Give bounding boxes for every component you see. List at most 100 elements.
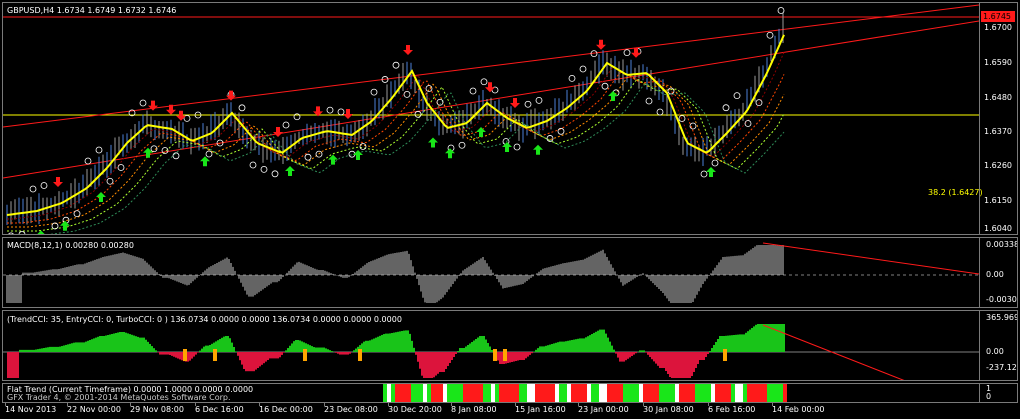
cci-bar [611, 345, 613, 352]
cci-bar [441, 352, 443, 372]
cci-bar [25, 349, 27, 352]
price-chart-pane[interactable]: GBPUSD,H4 1.6734 1.6749 1.6732 1.6746 38… [2, 2, 1018, 235]
cci-bar [187, 352, 189, 362]
flat-trend-bar [671, 384, 675, 402]
cci-bar [419, 352, 421, 369]
time-label: 22 Nov 00:00 [67, 405, 121, 414]
cci-bar [289, 345, 291, 352]
price-scale-label: 1.6480 [984, 93, 1012, 102]
cci-bar [313, 347, 315, 352]
cci-bar [113, 333, 115, 352]
cci-bar [659, 352, 661, 368]
cci-bar [569, 340, 571, 352]
cci-bar [663, 352, 665, 368]
flat-trend-bar [603, 384, 607, 402]
cci-bar [555, 342, 557, 352]
flat-trend-bar [447, 384, 451, 402]
cci-bar [549, 344, 551, 352]
cci-bar [607, 337, 609, 352]
cci-bar [15, 352, 17, 378]
flat-trend-bar [419, 384, 423, 402]
flat-trend-bar [731, 384, 735, 402]
cci-bar [601, 329, 603, 352]
cci-pane[interactable]: (TrendCCI: 35, EntryCCI: 0, TurboCCI: 0 … [2, 310, 1018, 381]
flat-trend-bar [687, 384, 691, 402]
cci-turbo-bar [723, 349, 727, 361]
cci-turbo-bar [303, 349, 307, 361]
cci-bar [197, 352, 199, 353]
fractal-marker [183, 115, 191, 122]
time-axis[interactable]: 14 Nov 2013 22 Nov 00:00 29 Nov 08:00 6 … [2, 403, 982, 419]
fractal-marker [370, 88, 378, 96]
cci-bar [585, 337, 587, 352]
flat-trend-scale[interactable]: 1 0 [979, 384, 1017, 402]
cci-bar [111, 334, 113, 352]
fractal-marker [18, 231, 26, 234]
flat-trend-bar [519, 384, 523, 402]
sell-arrow-icon [510, 98, 520, 108]
buy-arrow-icon [476, 127, 486, 137]
fractal-marker [689, 122, 697, 130]
cci-bar [13, 352, 15, 378]
cci-bar [727, 335, 729, 352]
cci-bar [95, 337, 97, 352]
cci-scale[interactable]: 365.9696 0.00 -237.126 [979, 311, 1017, 380]
flat-trend-pane[interactable]: Flat Trend (Current Timeframe) 0.0000 1.… [2, 383, 1018, 403]
moving-average-line [48, 83, 785, 234]
cci-bar [101, 336, 103, 352]
cci-bar [273, 352, 275, 359]
cci-bar [159, 352, 161, 355]
flat-trend-bar [767, 384, 771, 402]
flat-trend-bar [579, 384, 583, 402]
cci-bar [679, 352, 681, 378]
cci-bar [507, 352, 509, 363]
cci-bar [587, 336, 589, 352]
channel-line-upper [3, 4, 979, 128]
cci-bar [235, 351, 237, 352]
cci-bar [765, 324, 767, 352]
fractal-marker [194, 111, 202, 119]
cci-bar [35, 349, 37, 352]
sell-arrow-icon [631, 47, 641, 58]
cci-bar [395, 332, 397, 352]
cci-bar [71, 343, 73, 352]
cci-bar [761, 324, 763, 352]
buy-arrow-icon [502, 142, 512, 152]
macd-scale[interactable]: 0.00338 0.00 -0.00308 [979, 238, 1017, 307]
flat-trend-bar [643, 384, 647, 402]
flat-trend-bar [679, 384, 683, 402]
flat-trend-bar [607, 384, 611, 402]
fractal-marker [359, 143, 367, 150]
macd-pane[interactable]: MACD(8,12,1) 0.00280 0.00280 0.00338 0.0… [2, 237, 1018, 308]
fractal-marker [744, 120, 752, 127]
cci-bar [55, 346, 57, 352]
cci-bar [553, 343, 555, 352]
cci-bar [477, 337, 479, 352]
cci-bar [381, 334, 383, 352]
cci-bar [603, 329, 605, 352]
macd-scale-label: -0.00308 [986, 295, 1017, 304]
cci-bar [725, 335, 727, 352]
cci-bar [449, 352, 451, 363]
cci-bar [551, 344, 553, 352]
sell-arrow-icon [148, 100, 158, 111]
fractal-marker [161, 147, 169, 154]
flat-trend-bar [459, 384, 463, 402]
cci-bar [439, 352, 441, 372]
cci-bar [211, 343, 213, 352]
cci-bar [21, 349, 23, 352]
flat-scale-label: 1 [986, 384, 992, 393]
cci-bar [739, 334, 741, 352]
cci-bar [511, 352, 513, 362]
cci-bar [769, 324, 771, 352]
cci-bar [353, 350, 355, 352]
price-scale[interactable]: 1.6700 1.6590 1.6480 1.6370 1.6260 1.615… [979, 3, 1017, 234]
cci-scale-label: 365.9696 [986, 313, 1017, 322]
cci-bar [233, 347, 235, 352]
buy-arrow-icon [353, 150, 363, 160]
cci-bar [281, 352, 283, 355]
cci-bar [305, 343, 307, 352]
price-chart-canvas[interactable] [3, 3, 979, 235]
cci-bar [127, 333, 129, 352]
cci-bar [491, 350, 493, 352]
